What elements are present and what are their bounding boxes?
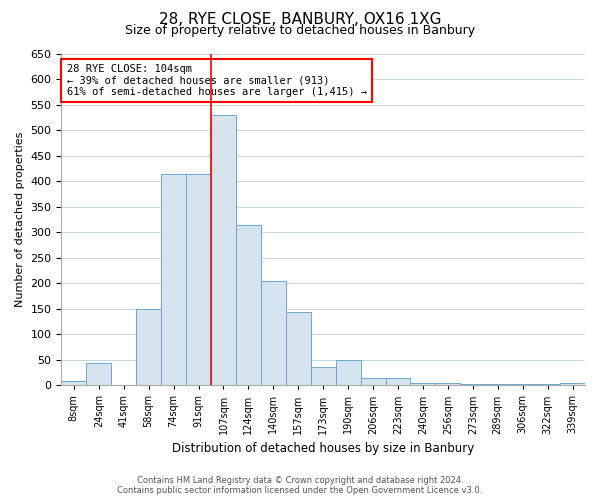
Y-axis label: Number of detached properties: Number of detached properties xyxy=(15,132,25,308)
Bar xyxy=(485,384,510,386)
Bar xyxy=(460,384,485,386)
Bar xyxy=(136,309,161,386)
Bar xyxy=(410,382,436,386)
Bar xyxy=(436,382,460,386)
Bar xyxy=(61,381,86,386)
Bar xyxy=(335,360,361,386)
Text: 28 RYE CLOSE: 104sqm
← 39% of detached houses are smaller (913)
61% of semi-deta: 28 RYE CLOSE: 104sqm ← 39% of detached h… xyxy=(67,64,367,97)
Bar xyxy=(510,384,535,386)
Bar xyxy=(535,384,560,386)
Bar xyxy=(211,115,236,386)
Bar xyxy=(261,281,286,386)
Bar xyxy=(386,378,410,386)
Bar xyxy=(86,363,111,386)
Bar xyxy=(560,382,585,386)
Bar xyxy=(361,378,386,386)
Text: Size of property relative to detached houses in Banbury: Size of property relative to detached ho… xyxy=(125,24,475,37)
Bar xyxy=(286,312,311,386)
Bar xyxy=(161,174,186,386)
X-axis label: Distribution of detached houses by size in Banbury: Distribution of detached houses by size … xyxy=(172,442,475,455)
Bar xyxy=(236,224,261,386)
Bar xyxy=(186,174,211,386)
Text: Contains HM Land Registry data © Crown copyright and database right 2024.
Contai: Contains HM Land Registry data © Crown c… xyxy=(118,476,482,495)
Bar xyxy=(311,368,335,386)
Text: 28, RYE CLOSE, BANBURY, OX16 1XG: 28, RYE CLOSE, BANBURY, OX16 1XG xyxy=(159,12,441,28)
